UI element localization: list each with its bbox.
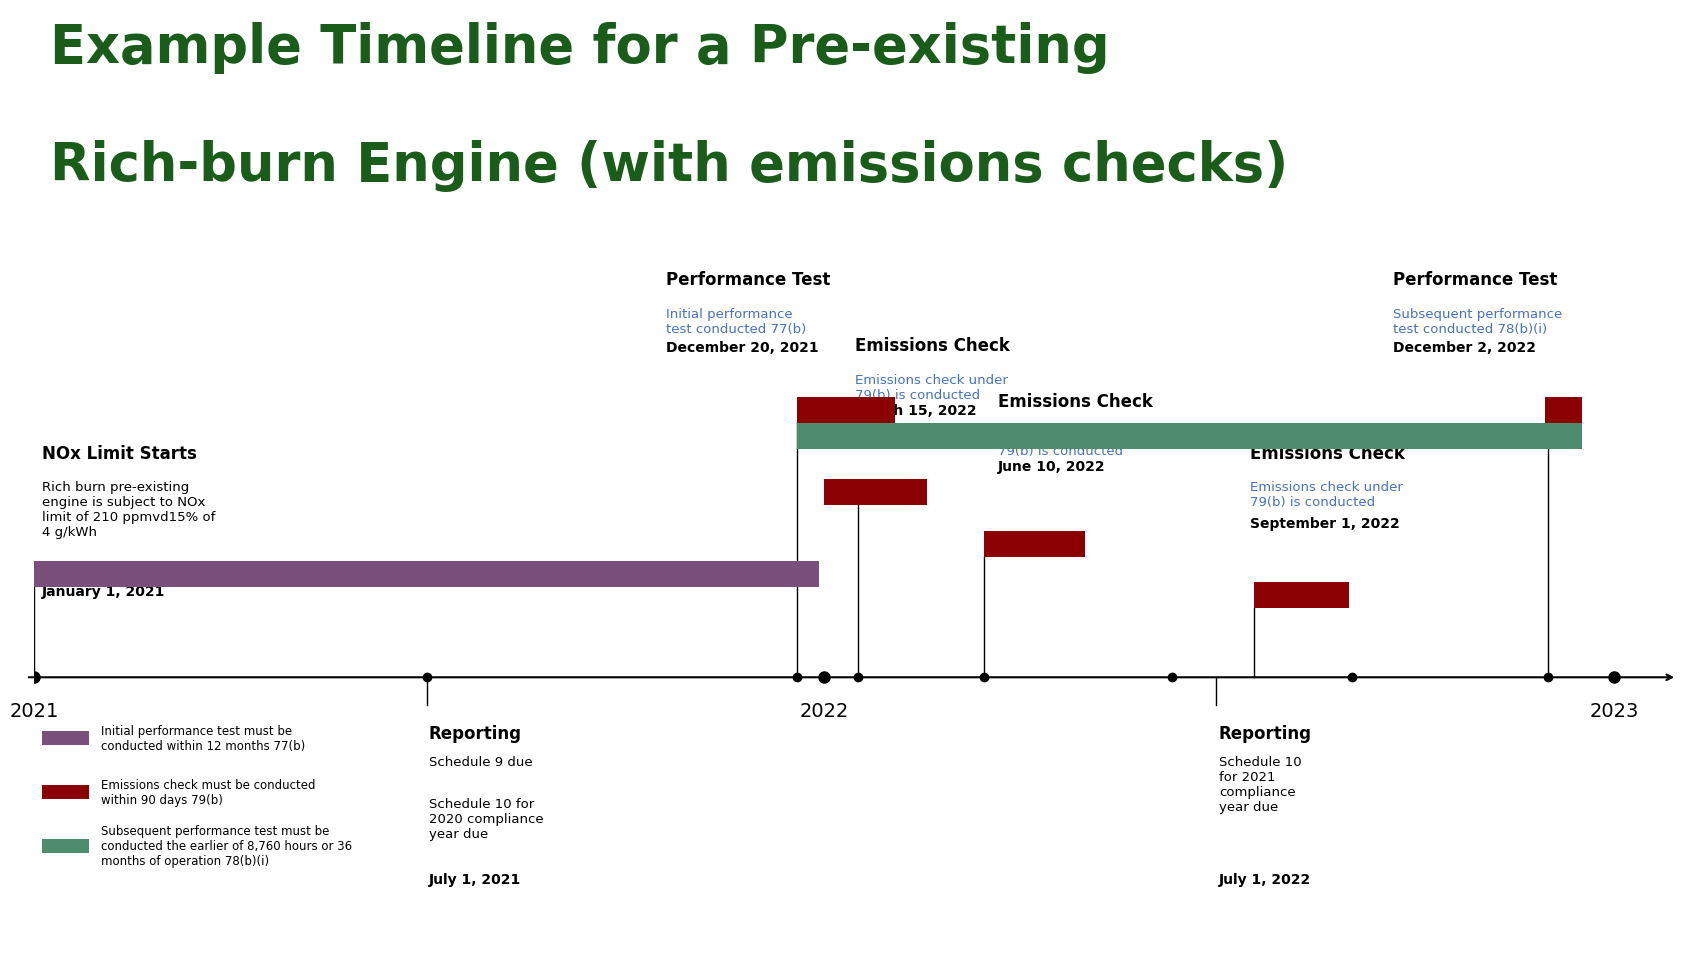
Text: December 20, 2021: December 20, 2021 xyxy=(666,340,818,355)
Text: Subsequent performance
test conducted 78(b)(i): Subsequent performance test conducted 78… xyxy=(1392,308,1562,335)
Text: Reporting: Reporting xyxy=(429,725,522,742)
Bar xyxy=(796,423,1548,450)
Text: Emissions Check: Emissions Check xyxy=(855,336,1010,355)
Text: 2023: 2023 xyxy=(1589,701,1638,720)
Text: March 15, 2022: March 15, 2022 xyxy=(855,404,977,418)
Bar xyxy=(984,531,1084,557)
Text: Emissions check under
79(b) is conducted: Emissions check under 79(b) is conducted xyxy=(855,374,1008,401)
Text: July 1, 2022: July 1, 2022 xyxy=(1220,871,1311,886)
Text: Emissions Check: Emissions Check xyxy=(1250,444,1406,463)
Text: NOx Limit Starts: NOx Limit Starts xyxy=(42,444,197,463)
Text: Emissions check must be conducted
within 90 days 79(b): Emissions check must be conducted within… xyxy=(102,778,315,806)
Bar xyxy=(796,398,894,423)
Text: June 10, 2022: June 10, 2022 xyxy=(998,460,1104,474)
Bar xyxy=(1255,583,1348,608)
Text: Emissions Check: Emissions Check xyxy=(998,393,1152,411)
Text: Rich burn pre-existing
engine is subject to NOx
limit of 210 ppmvd15% of
4 g/kWh: Rich burn pre-existing engine is subject… xyxy=(42,481,215,539)
Text: July 1, 2021: July 1, 2021 xyxy=(429,871,522,886)
Text: Schedule 10
for 2021
compliance
year due: Schedule 10 for 2021 compliance year due xyxy=(1220,755,1301,813)
Text: 2021: 2021 xyxy=(8,701,59,720)
Text: Performance Test: Performance Test xyxy=(666,271,830,289)
Text: Performance Test: Performance Test xyxy=(1392,271,1557,289)
Bar xyxy=(42,839,90,853)
Text: Subsequent performance test must be
conducted the earlier of 8,760 hours or 36
m: Subsequent performance test must be cond… xyxy=(102,824,352,867)
Bar xyxy=(1545,423,1582,450)
Text: January 1, 2021: January 1, 2021 xyxy=(42,584,164,598)
Bar xyxy=(42,785,90,799)
Text: Emissions check under
79(b) is conducted: Emissions check under 79(b) is conducted xyxy=(1250,481,1403,509)
Bar xyxy=(1545,398,1582,423)
Bar xyxy=(42,732,90,745)
Text: December 2, 2022: December 2, 2022 xyxy=(1392,340,1536,355)
Bar xyxy=(823,480,927,506)
Text: Schedule 9 due: Schedule 9 due xyxy=(429,755,532,768)
Text: Initial performance test must be
conducted within 12 months 77(b): Initial performance test must be conduct… xyxy=(102,725,305,752)
Text: September 1, 2022: September 1, 2022 xyxy=(1250,516,1401,530)
Text: Schedule 10 for
2020 compliance
year due: Schedule 10 for 2020 compliance year due xyxy=(429,797,544,840)
Text: Example Timeline for a Pre-existing: Example Timeline for a Pre-existing xyxy=(51,22,1110,73)
Text: Rich-burn Engine (with emissions checks): Rich-burn Engine (with emissions checks) xyxy=(51,140,1289,192)
Bar xyxy=(34,561,820,588)
Text: Emissions check under
79(b) is conducted: Emissions check under 79(b) is conducted xyxy=(998,429,1150,458)
Text: Reporting: Reporting xyxy=(1220,725,1311,742)
Text: 2022: 2022 xyxy=(800,701,849,720)
Text: Initial performance
test conducted 77(b): Initial performance test conducted 77(b) xyxy=(666,308,806,335)
